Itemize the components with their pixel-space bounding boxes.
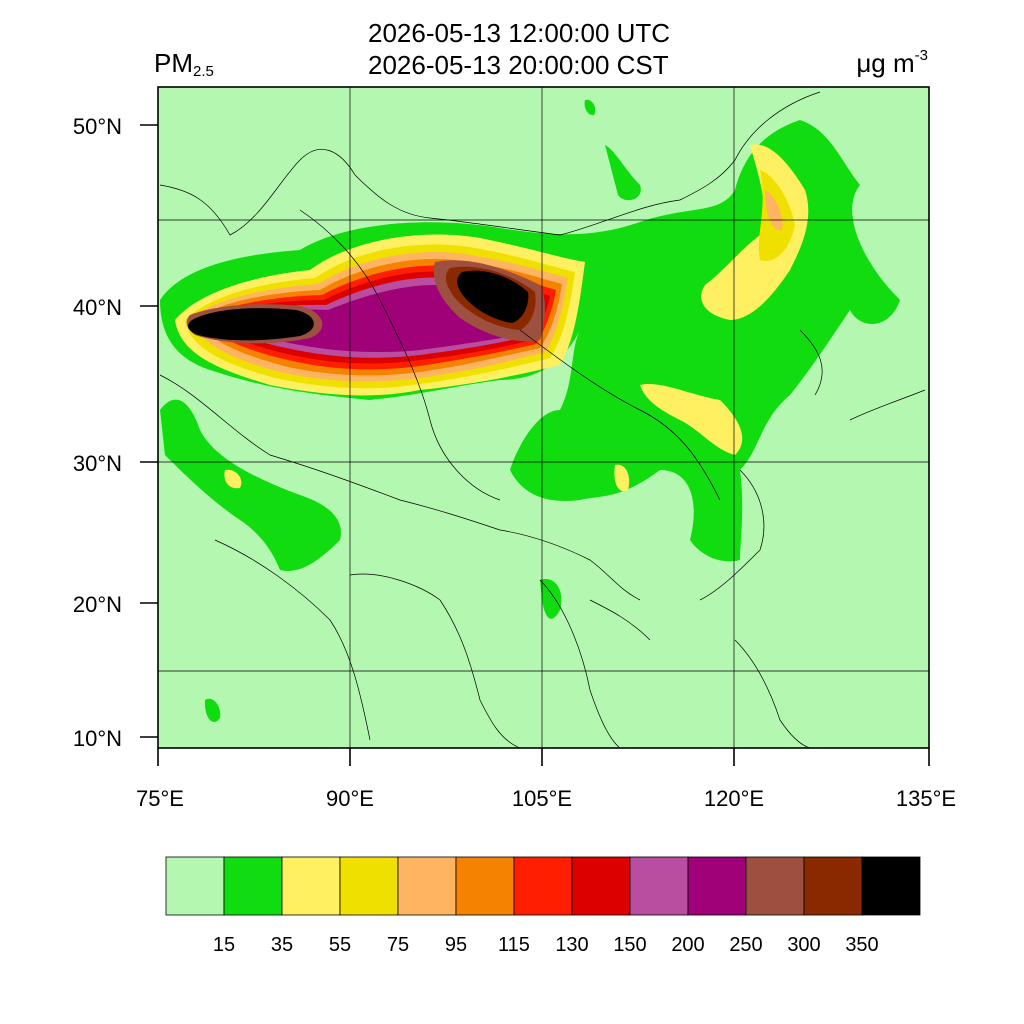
lon-label-120: 120°E bbox=[703, 786, 765, 811]
title-utc: 2026-05-13 12:00:00 UTC bbox=[368, 18, 671, 48]
colorbar-level-label: 55 bbox=[328, 934, 352, 956]
boundary-lines bbox=[159, 91, 926, 748]
title-cst: 2026-05-13 20:00:00 CST bbox=[368, 50, 669, 80]
colorbar-level-label: 200 bbox=[671, 934, 705, 956]
colorbar-level-label: 130 bbox=[555, 934, 589, 956]
lon-label-75: 75°E bbox=[136, 786, 184, 811]
colorbar-swatch bbox=[513, 856, 573, 916]
colorbar-level-label: 300 bbox=[787, 934, 821, 956]
colorbar-level-label: 250 bbox=[729, 934, 763, 956]
colorbar-swatch bbox=[339, 856, 399, 916]
colorbar-swatch bbox=[745, 856, 805, 916]
lat-label-20: 20°N bbox=[72, 592, 122, 617]
lat-label-40: 40°N bbox=[72, 295, 122, 320]
colorbar-swatch bbox=[629, 856, 689, 916]
contour-above-350 bbox=[188, 270, 529, 341]
lon-label-90: 90°E bbox=[326, 786, 374, 811]
colorbar-level-label: 15 bbox=[212, 934, 236, 956]
axis-ticks bbox=[140, 124, 930, 766]
colorbar bbox=[165, 856, 921, 916]
colorbar-swatch bbox=[803, 856, 863, 916]
colorbar-swatch bbox=[687, 856, 747, 916]
gridlines bbox=[158, 87, 929, 748]
colorbar-swatch bbox=[455, 856, 515, 916]
lon-label-105: 105°E bbox=[511, 786, 573, 811]
colorbar-swatch bbox=[397, 856, 457, 916]
map-frame bbox=[157, 86, 930, 749]
pollution-contours bbox=[159, 91, 926, 748]
colorbar-level-label: 115 bbox=[498, 934, 530, 956]
colorbar-level-label: 150 bbox=[613, 934, 647, 956]
colorbar-swatch bbox=[223, 856, 283, 916]
lat-label-50: 50°N bbox=[72, 114, 122, 139]
variable-label: PM2.5 bbox=[154, 48, 214, 80]
unit-label: μg m-3 bbox=[856, 47, 928, 78]
colorbar-level-label: 95 bbox=[444, 934, 468, 956]
lon-label-135: 135°E bbox=[895, 786, 957, 811]
lat-label-10: 10°N bbox=[72, 726, 122, 751]
colorbar-swatch bbox=[571, 856, 631, 916]
colorbar-level-label: 35 bbox=[270, 934, 294, 956]
colorbar-swatch bbox=[165, 856, 225, 916]
colorbar-level-label: 75 bbox=[386, 934, 410, 956]
colorbar-level-label: 350 bbox=[845, 934, 879, 956]
lat-label-30: 30°N bbox=[72, 451, 122, 476]
colorbar-swatch bbox=[861, 856, 921, 916]
colorbar-swatch bbox=[281, 856, 341, 916]
